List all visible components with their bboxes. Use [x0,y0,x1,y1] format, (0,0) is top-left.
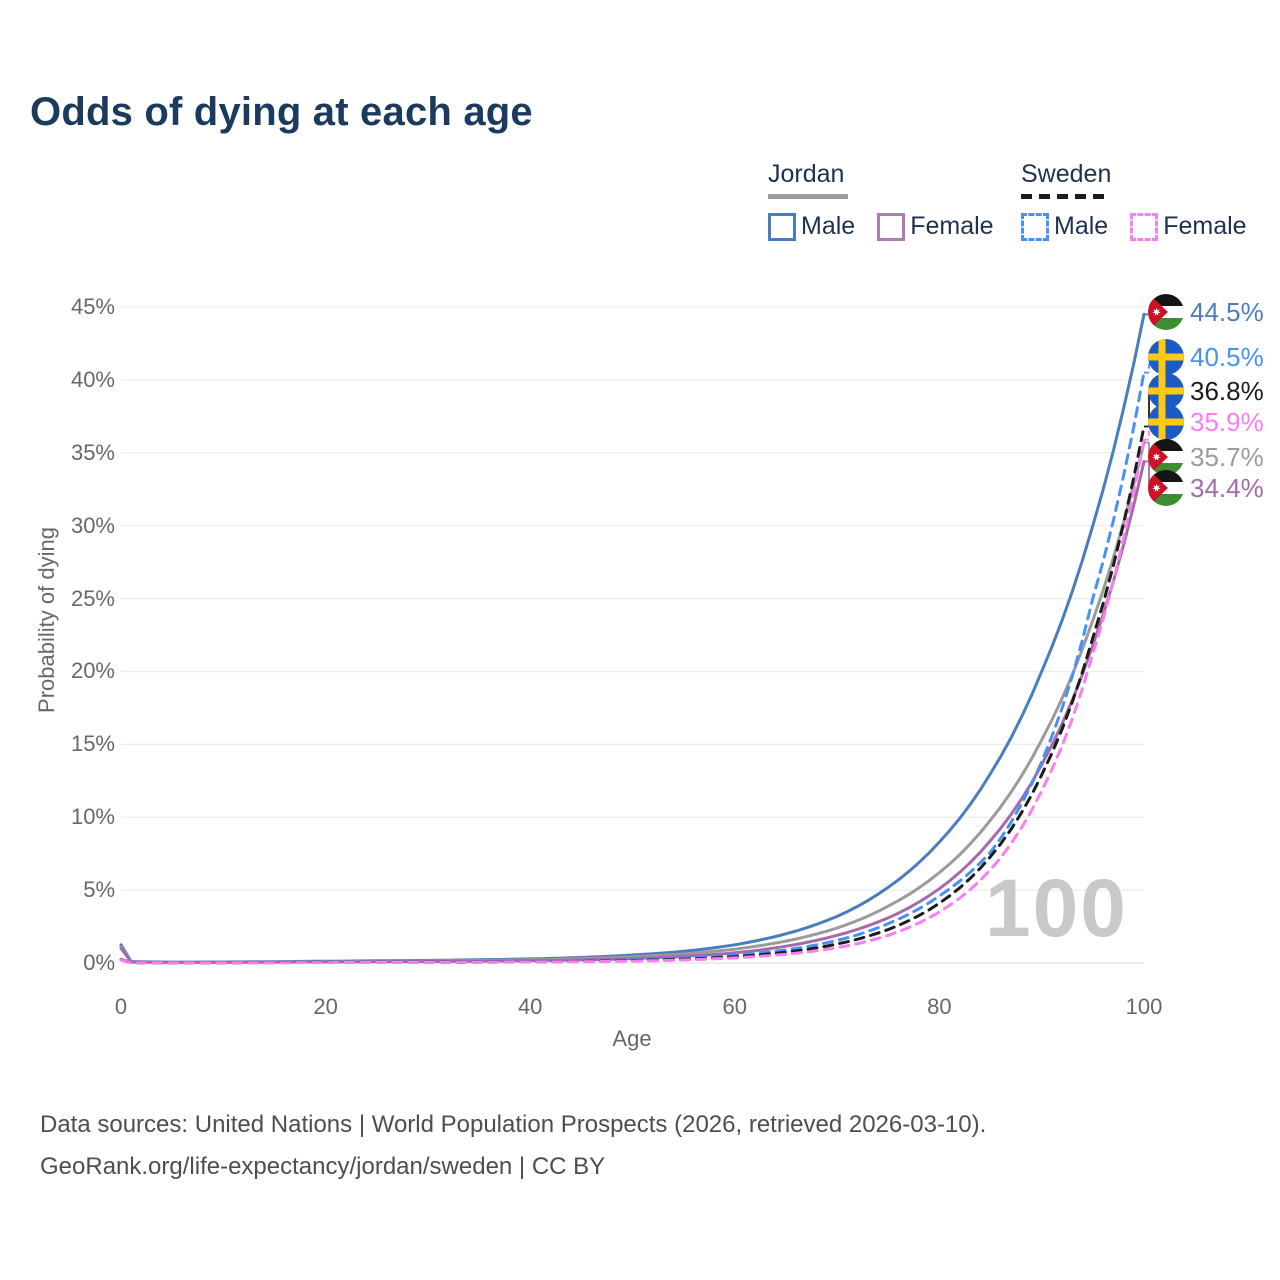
legend-swatch-jordan-male [768,212,796,241]
y-tick-label-20: 20% [70,658,115,684]
legend-label: Male [801,212,856,240]
sweden-flag-icon [1148,373,1184,409]
end-value-label-jordan-female: 34.4% [1190,473,1264,503]
y-tick-label-30: 30% [70,512,115,538]
legend-label: Female [910,212,994,240]
y-tick-label-0: 0% [83,950,115,975]
y-tick-label-5: 5% [83,877,115,903]
y-tick-label-35: 35% [70,439,115,465]
y-tick-label-10: 10% [70,804,115,830]
end-value-label-sweden-male: 40.5% [1190,342,1264,372]
footer-data-sources: Data sources: United Nations | World Pop… [40,1111,987,1138]
legend-item-sweden-female[interactable]: Female [1130,212,1247,241]
jordan-flag-icon [1148,470,1184,506]
legend-swatch-sweden-male [1021,212,1049,241]
legend-items-sweden: Male Female [1021,212,1269,241]
legend-item-jordan-male[interactable]: Male [768,212,855,241]
legend-swatch-sweden-female [1130,212,1159,241]
legend-label: Male [1054,212,1109,240]
y-tick-label-45: 45% [70,294,115,319]
x-tick-label-40: 40 [517,994,543,1019]
legend-country-jordan[interactable]: Jordan [768,160,845,188]
legend-label: Female [1163,212,1247,240]
legend-group-jordan: Jordan Male Female [768,160,1016,241]
end-value-label-sweden-female: 35.9% [1190,407,1264,437]
legend-swatch-jordan-female [877,212,906,241]
end-value-label-jordan-both-sexes: 35.7% [1190,442,1264,472]
y-tick-label-25: 25% [70,585,115,611]
chart-title: Odds of dying at each age [30,90,533,134]
end-value-label-sweden-both-sexes: 36.8% [1190,376,1264,406]
sweden-flag-icon [1148,339,1184,375]
footer-attribution-link: GeoRank.org/life-expectancy/jordan/swede… [40,1153,606,1180]
footer: Data sources: United Nations | World Pop… [40,1104,986,1188]
y-tick-label-40: 40% [70,366,115,392]
y-axis-title: Probability of dying [34,527,59,713]
x-tick-label-20: 20 [313,994,338,1019]
sweden-flag-icon [1148,404,1184,440]
x-tick-label-0: 0 [114,994,128,1019]
end-value-label-jordan-male: 44.5% [1190,297,1264,327]
x-tick-label-100: 100 [1125,994,1163,1019]
x-axis-title: Age [612,1026,652,1051]
legend-country-sweden[interactable]: Sweden [1021,160,1112,188]
jordan-flag-icon [1148,294,1184,330]
age-watermark: 100 [985,863,1128,954]
legend-items-jordan: Male Female [768,212,1016,241]
series-curves [119,312,1146,965]
x-tick-label-60: 60 [722,994,748,1019]
legend-sweden-dashed-line [1021,194,1111,199]
x-tick-label-80: 80 [927,994,952,1019]
gridlines [121,306,1144,964]
legend-group-sweden: Sweden Male Female [1021,160,1269,241]
legend-jordan-solid-line [768,194,848,199]
legend-item-jordan-female[interactable]: Female [877,212,994,241]
y-tick-label-15: 15% [70,731,115,757]
series-line-sweden-female [119,438,1146,965]
legend-item-sweden-male[interactable]: Male [1021,212,1108,241]
leader-line-sweden-40.5% [1144,356,1160,374]
jordan-flag-icon [1148,439,1184,475]
